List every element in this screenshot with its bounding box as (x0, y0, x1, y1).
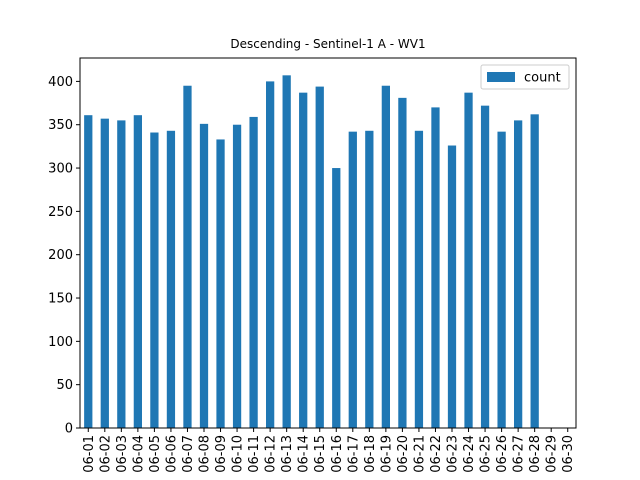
bar-06-01 (84, 115, 93, 428)
bar-06-27 (514, 120, 523, 428)
y-tick-label: 50 (56, 378, 73, 393)
y-tick-label: 100 (48, 335, 73, 350)
bar-06-12 (266, 81, 275, 428)
y-tick-label: 0 (65, 422, 73, 437)
bar-06-03 (117, 120, 126, 428)
bar-06-07 (183, 85, 192, 429)
x-tick-label: 06-08 (198, 435, 213, 473)
bar-06-14 (299, 92, 308, 428)
x-tick-label: 06-28 (528, 435, 543, 473)
legend-swatch (487, 72, 515, 82)
x-tick-label: 06-03 (115, 435, 130, 473)
x-tick-label: 06-20 (396, 435, 411, 473)
x-tick-label: 06-22 (429, 435, 444, 473)
x-tick-label: 06-15 (313, 435, 328, 473)
bar-06-19 (381, 85, 390, 429)
bar-06-21 (414, 130, 424, 429)
bar-06-20 (398, 97, 407, 428)
x-axis: 06-01 06-02 06-03 06-04 06-05 06-06 06-07 06-08… (82, 428, 576, 473)
bar-06-16 (332, 168, 341, 428)
x-tick-label: 06-11 (247, 435, 262, 473)
bar-06-05 (150, 132, 159, 429)
bar-06-11 (249, 116, 258, 428)
bar-06-18 (365, 130, 374, 429)
x-tick-label: 06-19 (379, 435, 394, 473)
y-tick-label: 300 (48, 162, 73, 177)
bar-06-06 (166, 130, 176, 429)
x-tick-label: 06-04 (131, 435, 146, 473)
bar-06-28 (530, 114, 539, 429)
bar-06-02 (100, 118, 109, 429)
x-tick-label: 06-18 (363, 435, 378, 473)
plot-frame (79, 57, 577, 429)
bar-06-10 (232, 124, 242, 428)
x-tick-label: 06-01 (82, 435, 97, 473)
bar-06-22 (431, 107, 440, 428)
y-tick-label: 400 (48, 75, 73, 90)
bar-06-09 (216, 139, 225, 428)
x-tick-label: 06-25 (479, 435, 494, 473)
x-tick-label: 06-02 (98, 435, 113, 473)
legend: count (480, 64, 570, 90)
chart-title: Descending - Sentinel-1 A - WV1 (230, 37, 425, 51)
y-axis: 0 50 100 150 200 250 300 350 400 (48, 75, 80, 437)
x-tick-label: 06-16 (330, 435, 345, 473)
x-tick-label: 06-05 (148, 435, 163, 473)
y-tick-label: 200 (48, 248, 73, 263)
bars-group (84, 75, 539, 429)
x-tick-label: 06-23 (446, 435, 461, 473)
bar-06-08 (199, 123, 209, 428)
y-tick-label: 150 (48, 292, 73, 307)
bar-06-24 (464, 92, 473, 428)
legend-label-count: count (524, 71, 561, 86)
x-tick-label: 06-29 (545, 435, 560, 473)
bar-06-23 (447, 145, 457, 428)
x-tick-label: 06-12 (264, 435, 279, 473)
legend-box (480, 64, 570, 90)
x-tick-label: 06-26 (495, 435, 510, 473)
x-tick-label: 06-17 (346, 435, 361, 473)
bar-06-17 (348, 131, 357, 429)
bar-06-04 (133, 115, 142, 428)
bar-06-25 (480, 105, 490, 428)
x-tick-label: 06-07 (181, 435, 196, 473)
y-tick-label: 250 (48, 205, 73, 220)
bar-06-26 (497, 131, 506, 429)
bar-06-13 (282, 75, 291, 429)
x-tick-label: 06-14 (297, 435, 312, 473)
x-tick-label: 06-09 (214, 435, 229, 473)
y-tick-label: 350 (48, 118, 73, 133)
x-tick-label: 06-06 (164, 435, 179, 473)
x-tick-label: 06-21 (412, 435, 427, 473)
x-tick-label: 06-24 (462, 435, 477, 473)
x-tick-label: 06-10 (231, 435, 246, 473)
x-tick-label: 06-30 (561, 435, 576, 473)
bar-06-15 (315, 86, 324, 428)
x-tick-label: 06-27 (512, 435, 527, 473)
x-tick-label: 06-13 (280, 435, 295, 473)
